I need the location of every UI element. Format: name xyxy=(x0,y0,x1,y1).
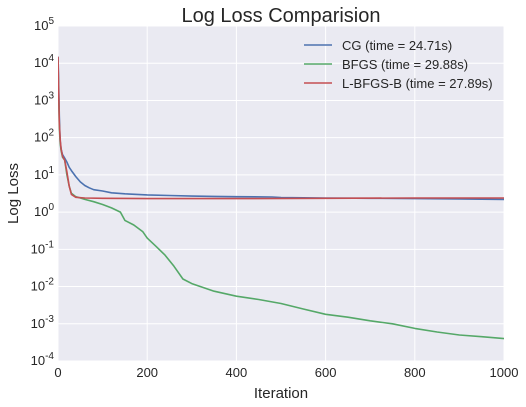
y-tick-label: 105 xyxy=(34,16,54,33)
y-tick-label: 10-4 xyxy=(31,351,55,368)
grid-lines xyxy=(57,25,505,362)
y-tick-label: 101 xyxy=(34,165,54,182)
y-tick-label: 10-3 xyxy=(31,314,55,331)
y-tick-label: 10-2 xyxy=(31,277,55,294)
chart-title: Log Loss Comparision xyxy=(182,5,381,27)
y-tick-label: 100 xyxy=(34,202,54,219)
y-tick-label: 103 xyxy=(34,90,54,107)
x-tick-label: 1000 xyxy=(490,365,519,380)
x-tick-label: 0 xyxy=(54,365,61,380)
y-tick-label: 102 xyxy=(34,128,54,145)
y-tick-label: 104 xyxy=(34,53,54,70)
series-line-2 xyxy=(58,56,504,200)
y-axis-title: Log Loss xyxy=(5,163,22,224)
legend-label-1: BFGS (time = 29.88s) xyxy=(342,57,468,72)
legend-label-2: L-BFGS-B (time = 27.89s) xyxy=(342,76,493,91)
legend-label-0: CG (time = 24.71s) xyxy=(342,38,452,53)
x-axis-title: Iteration xyxy=(254,385,308,402)
legend: CG (time = 24.71s) BFGS (time = 29.88s) L-… xyxy=(304,38,493,91)
y-tick-label: 10-1 xyxy=(31,239,55,256)
x-tick-label: 800 xyxy=(404,365,426,380)
x-tick-labels: 0 200 400 600 800 1000 xyxy=(54,365,518,380)
y-tick-labels: 10-4 10-3 10-2 10-1 100 101 102 103 104 105 xyxy=(31,16,55,368)
x-tick-label: 400 xyxy=(226,365,248,380)
series-lines xyxy=(58,56,504,340)
x-tick-label: 200 xyxy=(136,365,158,380)
x-tick-label: 600 xyxy=(315,365,337,380)
